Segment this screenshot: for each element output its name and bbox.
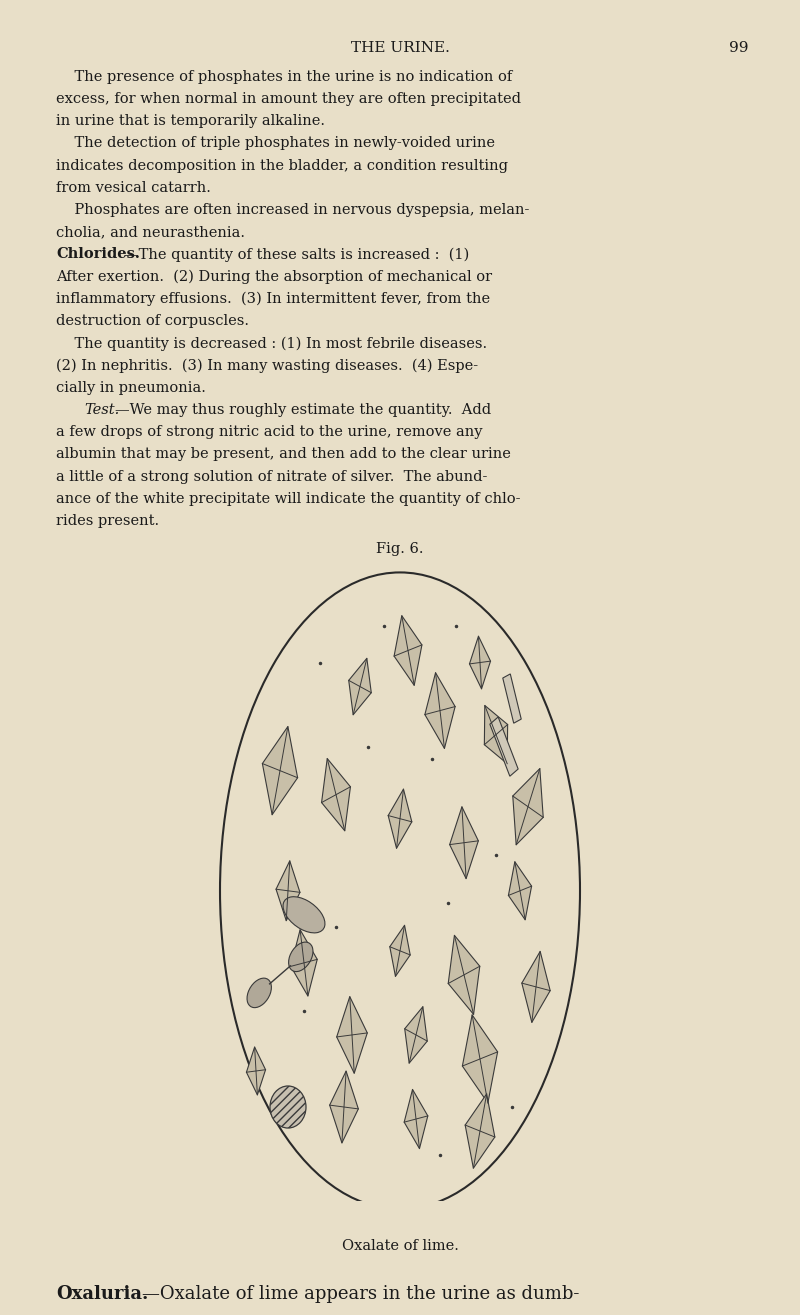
Text: (2) In nephritis.  (3) In many wasting diseases.  (4) Espe-: (2) In nephritis. (3) In many wasting di… <box>56 359 478 373</box>
Polygon shape <box>425 673 455 748</box>
Text: destruction of corpuscles.: destruction of corpuscles. <box>56 314 249 329</box>
Ellipse shape <box>270 1086 306 1128</box>
Text: Oxaluria.: Oxaluria. <box>56 1285 148 1303</box>
Text: a few drops of strong nitric acid to the urine, remove any: a few drops of strong nitric acid to the… <box>56 425 482 439</box>
Text: excess, for when normal in amount they are often precipitated: excess, for when normal in amount they a… <box>56 92 521 107</box>
Text: from vesical catarrh.: from vesical catarrh. <box>56 180 211 195</box>
Text: ance of the white precipitate will indicate the quantity of chlo-: ance of the white precipitate will indic… <box>56 492 521 506</box>
Polygon shape <box>390 926 410 976</box>
Text: indicates decomposition in the bladder, a condition resulting: indicates decomposition in the bladder, … <box>56 159 508 172</box>
Polygon shape <box>276 861 300 920</box>
Polygon shape <box>322 759 350 831</box>
Polygon shape <box>462 1015 498 1103</box>
Text: After exertion.  (2) During the absorption of mechanical or: After exertion. (2) During the absorptio… <box>56 270 492 284</box>
Text: The detection of triple phosphates in newly-voided urine: The detection of triple phosphates in ne… <box>56 137 495 150</box>
Text: cholia, and neurasthenia.: cholia, and neurasthenia. <box>56 225 245 239</box>
Text: inflammatory effusions.  (3) In intermittent fever, from the: inflammatory effusions. (3) In intermitt… <box>56 292 490 306</box>
Polygon shape <box>484 705 508 764</box>
Polygon shape <box>290 930 318 995</box>
Polygon shape <box>465 1094 495 1168</box>
Polygon shape <box>349 659 371 715</box>
Text: in urine that is temporarily alkaline.: in urine that is temporarily alkaline. <box>56 114 325 128</box>
Polygon shape <box>470 636 490 689</box>
Text: cially in pneumonia.: cially in pneumonia. <box>56 381 206 394</box>
Text: Chlorides.: Chlorides. <box>56 247 140 262</box>
Text: rides present.: rides present. <box>56 514 159 529</box>
Text: a little of a strong solution of nitrate of silver.  The abund-: a little of a strong solution of nitrate… <box>56 469 487 484</box>
Text: The presence of phosphates in the urine is no indication of: The presence of phosphates in the urine … <box>56 70 512 84</box>
Text: Fig. 6.: Fig. 6. <box>376 542 424 556</box>
Text: —The quantity of these salts is increased :  (1): —The quantity of these salts is increase… <box>124 247 470 262</box>
Polygon shape <box>246 1047 266 1095</box>
Polygon shape <box>388 789 412 848</box>
Text: Phosphates are often increased in nervous dyspepsia, melan-: Phosphates are often increased in nervou… <box>56 203 530 217</box>
Text: Oxalate of lime.: Oxalate of lime. <box>342 1239 458 1253</box>
Polygon shape <box>490 717 518 776</box>
Ellipse shape <box>247 978 271 1007</box>
Text: Test.: Test. <box>84 402 119 417</box>
Polygon shape <box>337 997 367 1073</box>
Text: THE URINE.: THE URINE. <box>350 41 450 55</box>
Text: 99: 99 <box>729 41 748 55</box>
Polygon shape <box>448 935 480 1014</box>
Polygon shape <box>509 861 531 919</box>
Polygon shape <box>330 1072 358 1143</box>
Polygon shape <box>404 1089 428 1148</box>
Polygon shape <box>513 768 543 844</box>
Polygon shape <box>394 615 422 685</box>
Ellipse shape <box>283 897 325 932</box>
Text: albumin that may be present, and then add to the clear urine: albumin that may be present, and then ad… <box>56 447 511 462</box>
Polygon shape <box>502 673 522 723</box>
Text: The quantity is decreased : (1) In most febrile diseases.: The quantity is decreased : (1) In most … <box>56 337 487 351</box>
Polygon shape <box>405 1007 427 1063</box>
Polygon shape <box>450 807 478 878</box>
Text: —We may thus roughly estimate the quantity.  Add: —We may thus roughly estimate the quanti… <box>115 402 491 417</box>
Polygon shape <box>522 951 550 1022</box>
Ellipse shape <box>289 942 313 972</box>
Polygon shape <box>262 727 298 815</box>
Text: —Oxalate of lime appears in the urine as dumb-: —Oxalate of lime appears in the urine as… <box>142 1285 580 1303</box>
